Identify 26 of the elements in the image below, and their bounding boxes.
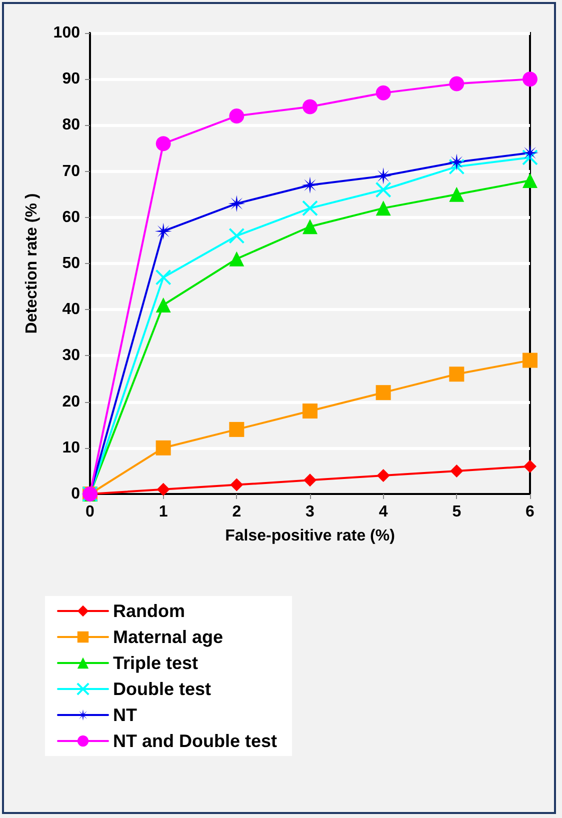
x-tick-label: 0 bbox=[86, 504, 95, 520]
x-tick-label: 3 bbox=[306, 504, 315, 520]
y-tick-label: 80 bbox=[62, 116, 80, 134]
y-tick-label: 70 bbox=[62, 162, 80, 180]
x-axis-title: False-positive rate (%) bbox=[225, 528, 395, 544]
y-tick-label: 50 bbox=[62, 255, 80, 272]
x-tick-label: 1 bbox=[158, 504, 168, 520]
x-tick-label: 6 bbox=[526, 504, 535, 520]
y-tick-label: 0 bbox=[71, 486, 80, 502]
x-tick-label: 2 bbox=[232, 504, 242, 520]
y-tick-label: 30 bbox=[62, 347, 80, 364]
legend-label: NT bbox=[113, 705, 137, 725]
legend-label: Triple test bbox=[113, 653, 198, 673]
y-tick-label: 20 bbox=[62, 393, 80, 410]
x-tick-label: 5 bbox=[452, 504, 462, 520]
y-tick-label: 10 bbox=[62, 439, 80, 456]
legend-label: Double test bbox=[113, 679, 212, 699]
x-tick-label: 4 bbox=[378, 504, 388, 520]
y-tick-label: 90 bbox=[62, 70, 80, 88]
legend-label: NT and Double test bbox=[113, 731, 278, 751]
y-tick-label: 60 bbox=[62, 208, 80, 226]
y-tick-label: 40 bbox=[62, 301, 80, 318]
y-axis-title: Detection rate (% ) bbox=[24, 193, 40, 334]
legend-label: Maternal age bbox=[113, 627, 224, 647]
legend-label: Random bbox=[113, 601, 185, 621]
y-tick-label: 100 bbox=[53, 24, 80, 42]
